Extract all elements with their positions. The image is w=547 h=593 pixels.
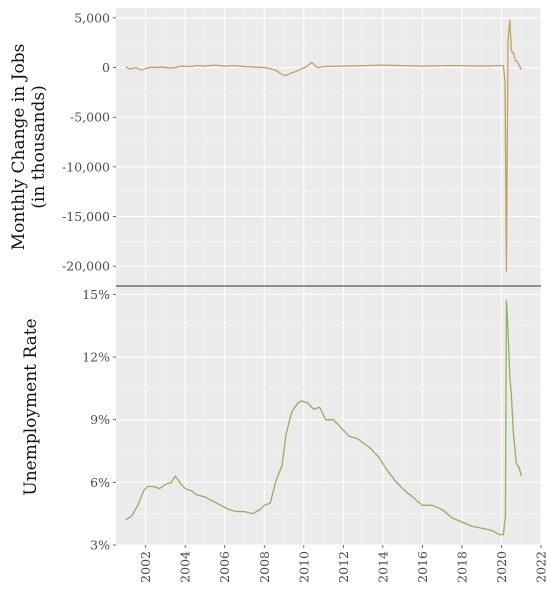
top-panel-y-ticks: 5,000 0 -5,000 -10,000 -15,000 -20,000 (62, 10, 116, 274)
jobs-axis-title-line2: (in thousands) (29, 85, 49, 208)
unemployment-y-tick-label: 15% (82, 287, 110, 302)
x-tick-label: 2008 (257, 551, 272, 583)
x-tick-label: 2020 (494, 551, 509, 583)
unemployment-axis-title: Unemployment Rate (21, 318, 41, 495)
x-tick-label: 2018 (454, 551, 469, 583)
bottom-panel-background (116, 286, 541, 545)
x-tick-label: 2006 (217, 551, 232, 583)
jobs-y-tick-label: 5,000 (74, 10, 110, 25)
jobs-y-tick-label: -20,000 (62, 259, 110, 274)
jobs-series-line (125, 19, 522, 272)
unemployment-series-line (125, 299, 522, 536)
top-panel-gridlines (116, 8, 542, 286)
x-tick-label: 2002 (138, 551, 153, 583)
bottom-panel-y-ticks: 3% 6% 9% 12% 15% (82, 287, 116, 553)
top-panel-background (116, 8, 541, 286)
jobs-y-tick-label: -15,000 (62, 209, 110, 224)
unemployment-y-tick-label: 12% (82, 350, 110, 365)
unemployment-y-tick-label: 6% (90, 475, 110, 490)
x-axis: 2002 2004 2006 2008 2010 2012 2014 2016 2018 2020… (138, 545, 547, 583)
x-tick-label: 2014 (375, 551, 390, 583)
unemployment-y-tick-label: 9% (90, 412, 110, 427)
x-tick-label: 2010 (296, 551, 311, 583)
x-tick-label: 2016 (415, 551, 430, 583)
bottom-panel-gridlines (116, 286, 542, 546)
jobs-y-tick-label: 0 (102, 60, 110, 75)
bottom-panel-series (125, 299, 522, 536)
x-tick-label: 2022 (534, 551, 547, 583)
jobs-y-tick-label: -10,000 (62, 159, 110, 174)
unemployment-y-tick-label: 3% (90, 538, 110, 553)
jobs-axis-title-line1: Monthly Change in Jobs (9, 44, 29, 251)
jobs-y-tick-label: -5,000 (70, 110, 110, 125)
x-tick-label: 2004 (178, 551, 193, 583)
top-panel-series (125, 19, 522, 272)
x-tick-label: 2012 (336, 551, 351, 583)
